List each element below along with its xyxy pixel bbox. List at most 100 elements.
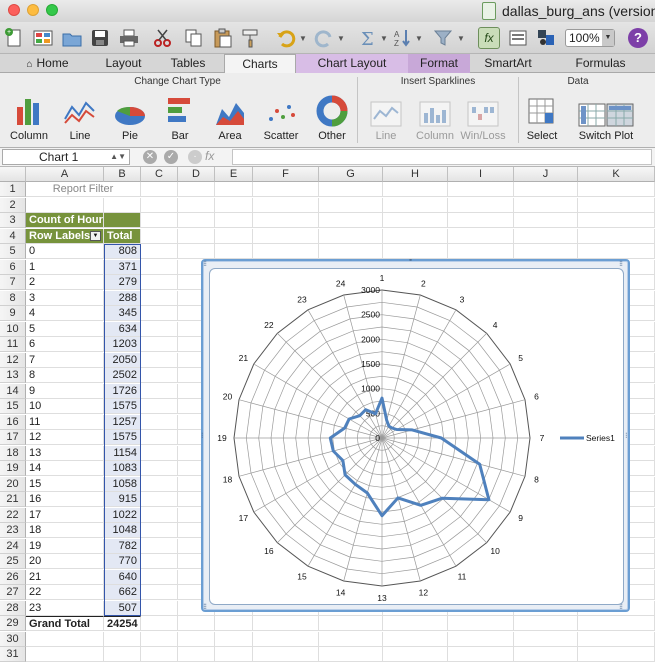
- cell[interactable]: [141, 631, 178, 647]
- row-header-30[interactable]: 30: [0, 631, 26, 647]
- cell[interactable]: [319, 228, 383, 244]
- cell[interactable]: [141, 306, 178, 321]
- cell[interactable]: [141, 228, 178, 244]
- resize-handle-top-left[interactable]: ⁝⁝: [203, 259, 207, 268]
- row-header-18[interactable]: 18: [0, 445, 26, 461]
- cell[interactable]: [141, 213, 178, 228]
- grand-total-label[interactable]: Grand Total: [26, 616, 104, 631]
- pivot-row-value[interactable]: 507: [104, 600, 141, 616]
- row-header-2[interactable]: 2: [0, 197, 26, 213]
- cell[interactable]: [141, 492, 178, 507]
- cell[interactable]: [141, 368, 178, 383]
- paste-icon[interactable]: [212, 27, 234, 49]
- pivot-total-header[interactable]: Total: [104, 228, 141, 244]
- row-header-14[interactable]: 14: [0, 383, 26, 399]
- cell[interactable]: [215, 616, 253, 631]
- column-header-i[interactable]: I: [448, 167, 514, 182]
- cell[interactable]: [26, 647, 104, 662]
- cell[interactable]: [215, 647, 253, 662]
- cell[interactable]: [178, 213, 215, 228]
- save-icon[interactable]: [89, 27, 111, 49]
- help-button[interactable]: ?: [628, 28, 648, 48]
- cell[interactable]: [319, 213, 383, 228]
- cell[interactable]: [253, 631, 319, 647]
- cell[interactable]: [141, 600, 178, 616]
- pivot-row-value[interactable]: 662: [104, 585, 141, 600]
- chart-area[interactable]: 0 500 1000 1500 2000 2500 3000 1 2 3 4 5 6 7 8 9 10 11 12 1…: [209, 268, 624, 605]
- cell[interactable]: [141, 321, 178, 337]
- pivot-row-value[interactable]: 1726: [104, 383, 141, 399]
- cell[interactable]: [141, 476, 178, 492]
- row-header-16[interactable]: 16: [0, 414, 26, 430]
- resize-handle-bottom[interactable]: '''': [409, 601, 412, 610]
- row-header-15[interactable]: 15: [0, 399, 26, 414]
- cell[interactable]: [448, 228, 514, 244]
- cell[interactable]: [383, 213, 448, 228]
- cell[interactable]: [383, 182, 448, 197]
- cell[interactable]: [215, 213, 253, 228]
- cell[interactable]: [141, 461, 178, 476]
- cell[interactable]: [448, 197, 514, 213]
- pivot-row-value[interactable]: 345: [104, 306, 141, 321]
- line-chart-button[interactable]: Line: [55, 91, 105, 142]
- cell[interactable]: [253, 244, 319, 259]
- cell[interactable]: [141, 383, 178, 399]
- column-header-g[interactable]: G: [319, 167, 383, 182]
- cell[interactable]: [215, 197, 253, 213]
- row-header-19[interactable]: 19: [0, 461, 26, 476]
- pivot-row-value[interactable]: 279: [104, 275, 141, 290]
- cell[interactable]: [141, 445, 178, 461]
- pivot-row-value[interactable]: 1058: [104, 476, 141, 492]
- pivot-row-label[interactable]: 21: [26, 569, 104, 585]
- cell[interactable]: [178, 244, 215, 259]
- cell[interactable]: [141, 523, 178, 538]
- pivot-row-label[interactable]: 8: [26, 368, 104, 383]
- cell[interactable]: [178, 197, 215, 213]
- cell[interactable]: [141, 616, 178, 631]
- row-labels-filter-button[interactable]: ▼: [90, 230, 101, 241]
- formula-input[interactable]: [232, 149, 652, 165]
- cell[interactable]: [383, 616, 448, 631]
- filter-icon[interactable]: [432, 27, 454, 49]
- pivot-row-label[interactable]: 14: [26, 461, 104, 476]
- report-filter-label[interactable]: Report Filter: [26, 182, 141, 197]
- confirm-formula-icon[interactable]: ✓: [164, 150, 178, 164]
- cell[interactable]: [319, 616, 383, 631]
- select-all-corner[interactable]: [0, 167, 26, 182]
- cell[interactable]: [578, 244, 655, 259]
- cell[interactable]: [141, 538, 178, 554]
- pivot-row-value[interactable]: 640: [104, 569, 141, 585]
- pivot-row-value[interactable]: 288: [104, 290, 141, 306]
- cell[interactable]: [253, 616, 319, 631]
- select-data-button[interactable]: Select: [517, 91, 567, 142]
- copy-icon[interactable]: [183, 27, 205, 49]
- cell[interactable]: [514, 213, 578, 228]
- column-header-h[interactable]: H: [383, 167, 448, 182]
- cell[interactable]: [253, 647, 319, 662]
- cell[interactable]: [578, 182, 655, 197]
- row-header-4[interactable]: 4: [0, 228, 26, 244]
- pivot-row-label[interactable]: 0: [26, 244, 104, 259]
- column-header-f[interactable]: F: [253, 167, 319, 182]
- tab-home[interactable]: ⌂ Home: [0, 54, 95, 73]
- pivot-row-label[interactable]: 11: [26, 414, 104, 430]
- cut-icon[interactable]: [152, 27, 174, 49]
- row-header-20[interactable]: 20: [0, 476, 26, 492]
- pivot-row-label[interactable]: 10: [26, 399, 104, 414]
- cell[interactable]: [514, 244, 578, 259]
- close-window-button[interactable]: [8, 4, 20, 16]
- cell[interactable]: [578, 213, 655, 228]
- row-header-25[interactable]: 25: [0, 554, 26, 569]
- pivot-row-label[interactable]: 20: [26, 554, 104, 569]
- row-header-17[interactable]: 17: [0, 430, 26, 445]
- undo-dropdown-icon[interactable]: ▼: [299, 34, 307, 43]
- cell[interactable]: [319, 182, 383, 197]
- cell[interactable]: [448, 631, 514, 647]
- grand-total-value[interactable]: 24254: [104, 616, 141, 631]
- cell[interactable]: [215, 244, 253, 259]
- column-chart-button[interactable]: Column: [4, 91, 54, 142]
- pivot-row-value[interactable]: 1203: [104, 337, 141, 352]
- bar-chart-button[interactable]: Bar: [155, 91, 205, 142]
- pivot-row-label[interactable]: 23: [26, 600, 104, 616]
- cell[interactable]: [383, 228, 448, 244]
